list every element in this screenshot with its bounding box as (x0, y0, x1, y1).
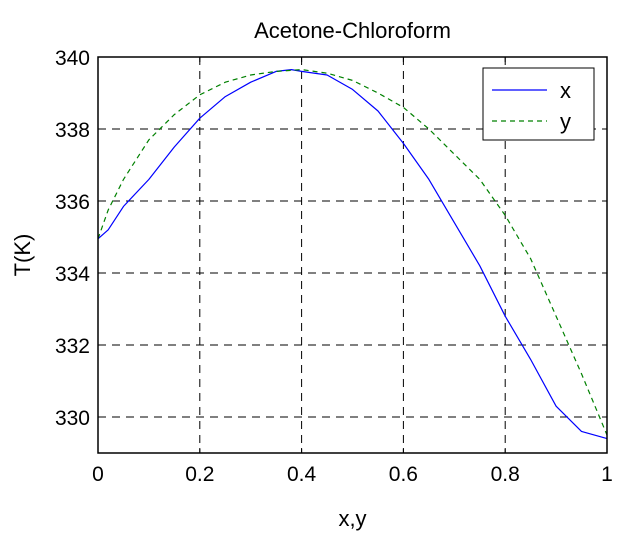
x-tick-label: 0.4 (287, 463, 317, 486)
legend-label-y: y (560, 109, 571, 134)
x-tick-label: 0.6 (389, 463, 418, 486)
legend-box (482, 67, 595, 141)
y-tick-label: 340 (55, 47, 90, 70)
y-tick-label: 332 (55, 335, 90, 358)
x-tick-label: 0.8 (491, 463, 520, 486)
series-line-x (97, 68, 608, 440)
plot-frame (97, 56, 608, 454)
y-tick-label: 330 (55, 407, 90, 430)
y-tick-label: 336 (55, 191, 90, 214)
y-axis-title: T(K) (10, 234, 35, 277)
chart-title: Acetone-Chloroform (254, 18, 451, 43)
ticks: 0 0.2 0.4 0.6 0.8 1 330 332 334 336 338 340 (55, 47, 613, 486)
legend: x y (482, 67, 595, 141)
legend-label-x: x (560, 78, 571, 103)
series-layer (97, 68, 608, 440)
x-axis-title: x,y (338, 506, 366, 531)
x-tick-label: 0.2 (185, 463, 214, 486)
series-line-y (97, 68, 608, 436)
x-tick-label: 1 (601, 463, 613, 486)
y-tick-label: 338 (55, 119, 90, 142)
x-tick-label: 0 (92, 463, 104, 486)
y-tick-label: 334 (55, 263, 90, 286)
